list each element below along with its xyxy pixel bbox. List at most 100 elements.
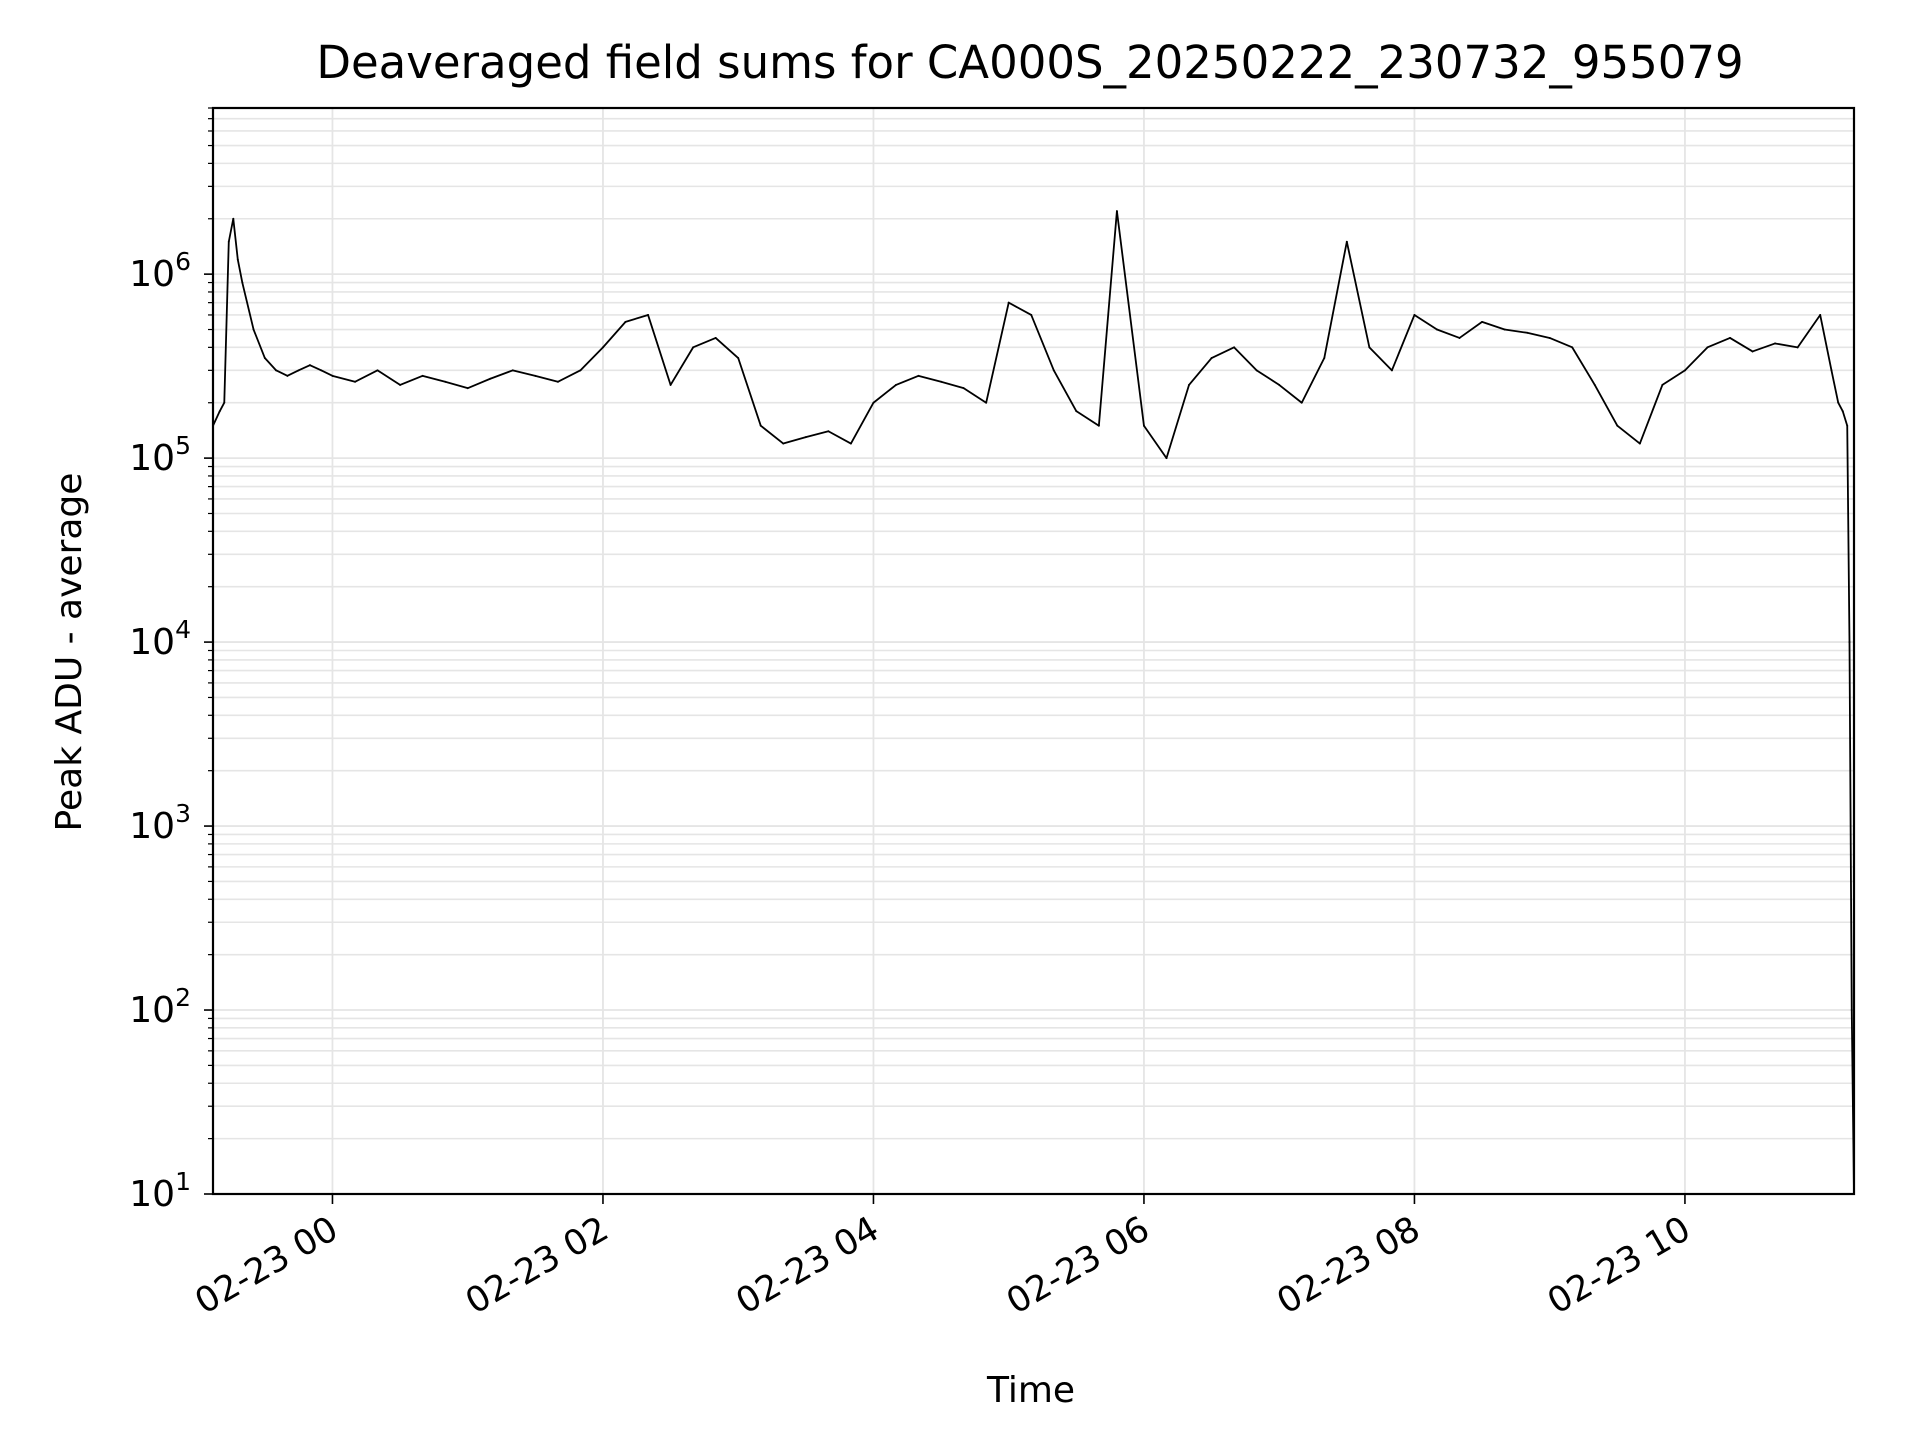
series-segment bbox=[1278, 384, 1303, 404]
data-point bbox=[263, 357, 266, 359]
data-point bbox=[1116, 210, 1118, 213]
series-segment bbox=[320, 369, 334, 377]
data-point bbox=[227, 240, 230, 243]
data-point bbox=[466, 387, 469, 390]
data-point bbox=[1850, 1009, 1853, 1011]
data-point bbox=[275, 369, 278, 372]
series-segment bbox=[1188, 357, 1213, 386]
series-segment bbox=[1848, 641, 1853, 1011]
data-point bbox=[1188, 384, 1190, 386]
data-point bbox=[1846, 424, 1849, 427]
data-point bbox=[1233, 346, 1236, 349]
series-segment bbox=[331, 374, 356, 383]
data-point bbox=[421, 374, 424, 377]
series-segment bbox=[1300, 357, 1326, 404]
data-point bbox=[669, 384, 672, 386]
data-point bbox=[320, 369, 323, 372]
series-segment bbox=[1503, 328, 1529, 334]
series-segment bbox=[1837, 401, 1844, 413]
y-tick-label: 105 bbox=[129, 431, 191, 479]
series-segment bbox=[421, 374, 447, 383]
data-point bbox=[1503, 328, 1506, 331]
series-segment bbox=[1846, 424, 1851, 643]
series-segment bbox=[1830, 369, 1840, 404]
data-point bbox=[737, 357, 740, 359]
series-segment bbox=[376, 369, 401, 386]
series-segment bbox=[1684, 346, 1709, 372]
series-segment bbox=[1526, 331, 1551, 339]
data-point bbox=[1638, 442, 1641, 445]
series-segment bbox=[1233, 346, 1258, 372]
series-segment bbox=[692, 337, 717, 349]
data-point bbox=[1729, 337, 1731, 339]
series-segment bbox=[1593, 384, 1619, 427]
y-tick-label: 102 bbox=[129, 983, 191, 1031]
series-segment bbox=[1255, 369, 1281, 386]
series-segment bbox=[1007, 301, 1033, 316]
series-segment bbox=[985, 301, 1010, 404]
data-point bbox=[218, 410, 221, 413]
data-point bbox=[1368, 346, 1371, 349]
data-point bbox=[534, 374, 537, 377]
series-segment bbox=[624, 314, 649, 323]
data-point bbox=[1210, 357, 1213, 359]
data-point bbox=[692, 346, 695, 349]
data-point bbox=[579, 369, 582, 372]
data-point bbox=[1706, 346, 1709, 349]
data-point bbox=[297, 369, 300, 372]
series-segment bbox=[1774, 342, 1799, 349]
series-segment bbox=[1165, 384, 1190, 460]
series-segment bbox=[1436, 328, 1461, 339]
series-segment bbox=[1097, 210, 1118, 427]
data-point bbox=[399, 384, 401, 386]
data-point bbox=[1548, 337, 1551, 339]
series-segment bbox=[1030, 314, 1055, 372]
series-segment bbox=[714, 337, 740, 359]
series-segment bbox=[940, 380, 965, 390]
data-point bbox=[714, 337, 717, 339]
data-point bbox=[1255, 369, 1258, 372]
data-point bbox=[1684, 369, 1686, 372]
y-axis-label: Peak ADU - average bbox=[49, 473, 90, 832]
data-point bbox=[1458, 337, 1461, 339]
series-segment bbox=[1729, 337, 1754, 353]
y-tick-label: 101 bbox=[129, 1167, 191, 1215]
series-segment bbox=[804, 430, 830, 439]
data-point bbox=[1165, 457, 1168, 460]
series-segment bbox=[556, 369, 582, 383]
series-segment bbox=[850, 401, 875, 445]
data-point bbox=[1593, 384, 1596, 386]
series-segment bbox=[1075, 410, 1100, 427]
series-segment bbox=[1368, 346, 1393, 372]
series-segment bbox=[1548, 337, 1574, 349]
series-segment bbox=[1391, 314, 1416, 372]
series-segment bbox=[1210, 346, 1236, 359]
series-segment bbox=[782, 436, 807, 445]
data-point bbox=[1841, 410, 1844, 413]
data-point bbox=[1481, 321, 1483, 323]
data-point bbox=[1278, 384, 1281, 386]
data-point bbox=[236, 258, 239, 261]
y-tick-label: 106 bbox=[129, 247, 191, 295]
series-segment bbox=[212, 410, 221, 427]
data-point bbox=[1097, 424, 1100, 427]
data-point bbox=[624, 321, 627, 323]
line-layer bbox=[212, 210, 1855, 1195]
data-point bbox=[376, 369, 379, 372]
data-point bbox=[1751, 350, 1754, 353]
series-segment bbox=[232, 217, 239, 261]
data-point bbox=[1007, 301, 1010, 304]
data-point bbox=[354, 380, 356, 383]
series-segment bbox=[917, 374, 942, 383]
series-segment bbox=[647, 314, 672, 386]
data-point bbox=[1571, 346, 1574, 349]
data-point bbox=[602, 346, 604, 349]
series-segment bbox=[227, 217, 235, 243]
data-point bbox=[1526, 331, 1529, 334]
series-segment bbox=[1571, 346, 1596, 386]
data-point bbox=[962, 387, 965, 390]
series-segment bbox=[895, 374, 920, 386]
